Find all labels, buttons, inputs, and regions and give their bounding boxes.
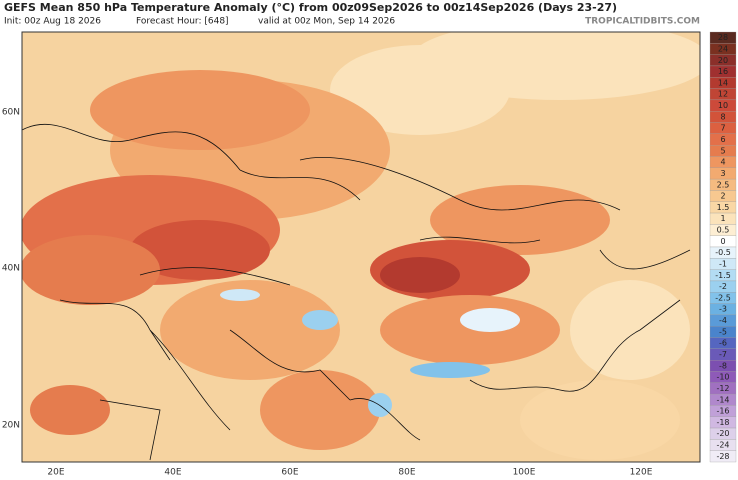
- colorbar-label: 12: [718, 90, 728, 99]
- colorbar-label: -14: [716, 395, 729, 404]
- valid-time: valid at 00z Mon, Sep 14 2026: [258, 17, 395, 27]
- colorbar-label: 5: [720, 146, 725, 155]
- colorbar-label: -0.5: [715, 248, 731, 257]
- colorbar-label: 2: [720, 192, 725, 201]
- colorbar-label: 24: [718, 44, 728, 53]
- colorbar-label: -7: [719, 350, 727, 359]
- colorbar-label: -3: [719, 305, 727, 314]
- colorbar-label: 16: [718, 67, 728, 76]
- lat-labels: 60N 40N 20N: [2, 108, 20, 431]
- colorbar-label: -8: [719, 361, 727, 370]
- colorbar-label: 0: [720, 237, 725, 246]
- lon-label: 120E: [630, 468, 653, 478]
- colorbar-label: 1: [720, 214, 725, 223]
- colorbar-label: -12: [716, 384, 729, 393]
- colorbar-label: -1: [719, 259, 727, 268]
- colorbar-label: 6: [720, 135, 725, 144]
- colorbar-label: 20: [718, 56, 728, 65]
- lon-labels: 20E 40E 60E 80E 100E 120E: [47, 468, 652, 478]
- colorbar-label: -24: [716, 441, 729, 450]
- colorbar-label: 0.5: [717, 226, 730, 235]
- colorbar-label: 4: [720, 158, 725, 167]
- colorbar-label: 2.5: [717, 180, 730, 189]
- lon-label: 80E: [398, 468, 415, 478]
- map: [21, 31, 701, 463]
- colorbar-label: 1.5: [717, 203, 730, 212]
- colorbar-label: 14: [718, 78, 728, 87]
- init: Init: 00z Aug 18 2026: [4, 17, 101, 27]
- colorbar-label: -6: [719, 339, 727, 348]
- colorbar-label: 28: [718, 33, 728, 42]
- forecast-hour: Forecast Hour: [648]: [136, 17, 229, 27]
- colorbar-label: 8: [720, 112, 725, 121]
- colorbar-label: 3: [720, 169, 725, 178]
- colorbar-label: -4: [719, 316, 727, 325]
- site: TROPICALTIDBITS.COM: [585, 17, 700, 27]
- colorbar-label: 7: [720, 124, 725, 133]
- lon-label: 20E: [47, 468, 64, 478]
- colorbar-label: 10: [718, 101, 728, 110]
- lat-label: 60N: [2, 108, 20, 118]
- colorbar-label: -16: [716, 407, 729, 416]
- colorbar-cell: [709, 450, 737, 463]
- lon-label: 100E: [513, 468, 536, 478]
- colorbar-label: -18: [716, 418, 729, 427]
- colorbar-label: -2: [719, 282, 727, 291]
- lon-label: 40E: [164, 468, 181, 478]
- colorbar-label: -1.5: [715, 271, 731, 280]
- colorbar-label: -20: [716, 429, 729, 438]
- lon-label: 60E: [281, 468, 298, 478]
- colorbar: 28 24 20 16 14 12 10 8 7 6 5 4 3 2.5 2 1.5 1 0.5 0 -0.5 -1 -1…: [709, 31, 737, 463]
- lat-label: 40N: [2, 264, 20, 274]
- lat-label: 20N: [2, 421, 20, 431]
- colorbar-label: -28: [716, 452, 729, 461]
- title: GEFS Mean 850 hPa Temperature Anomaly (°…: [4, 1, 617, 14]
- colorbar-label: -5: [719, 327, 727, 336]
- colorbar-label: -2.5: [715, 293, 731, 302]
- colorbar-label: -10: [716, 373, 729, 382]
